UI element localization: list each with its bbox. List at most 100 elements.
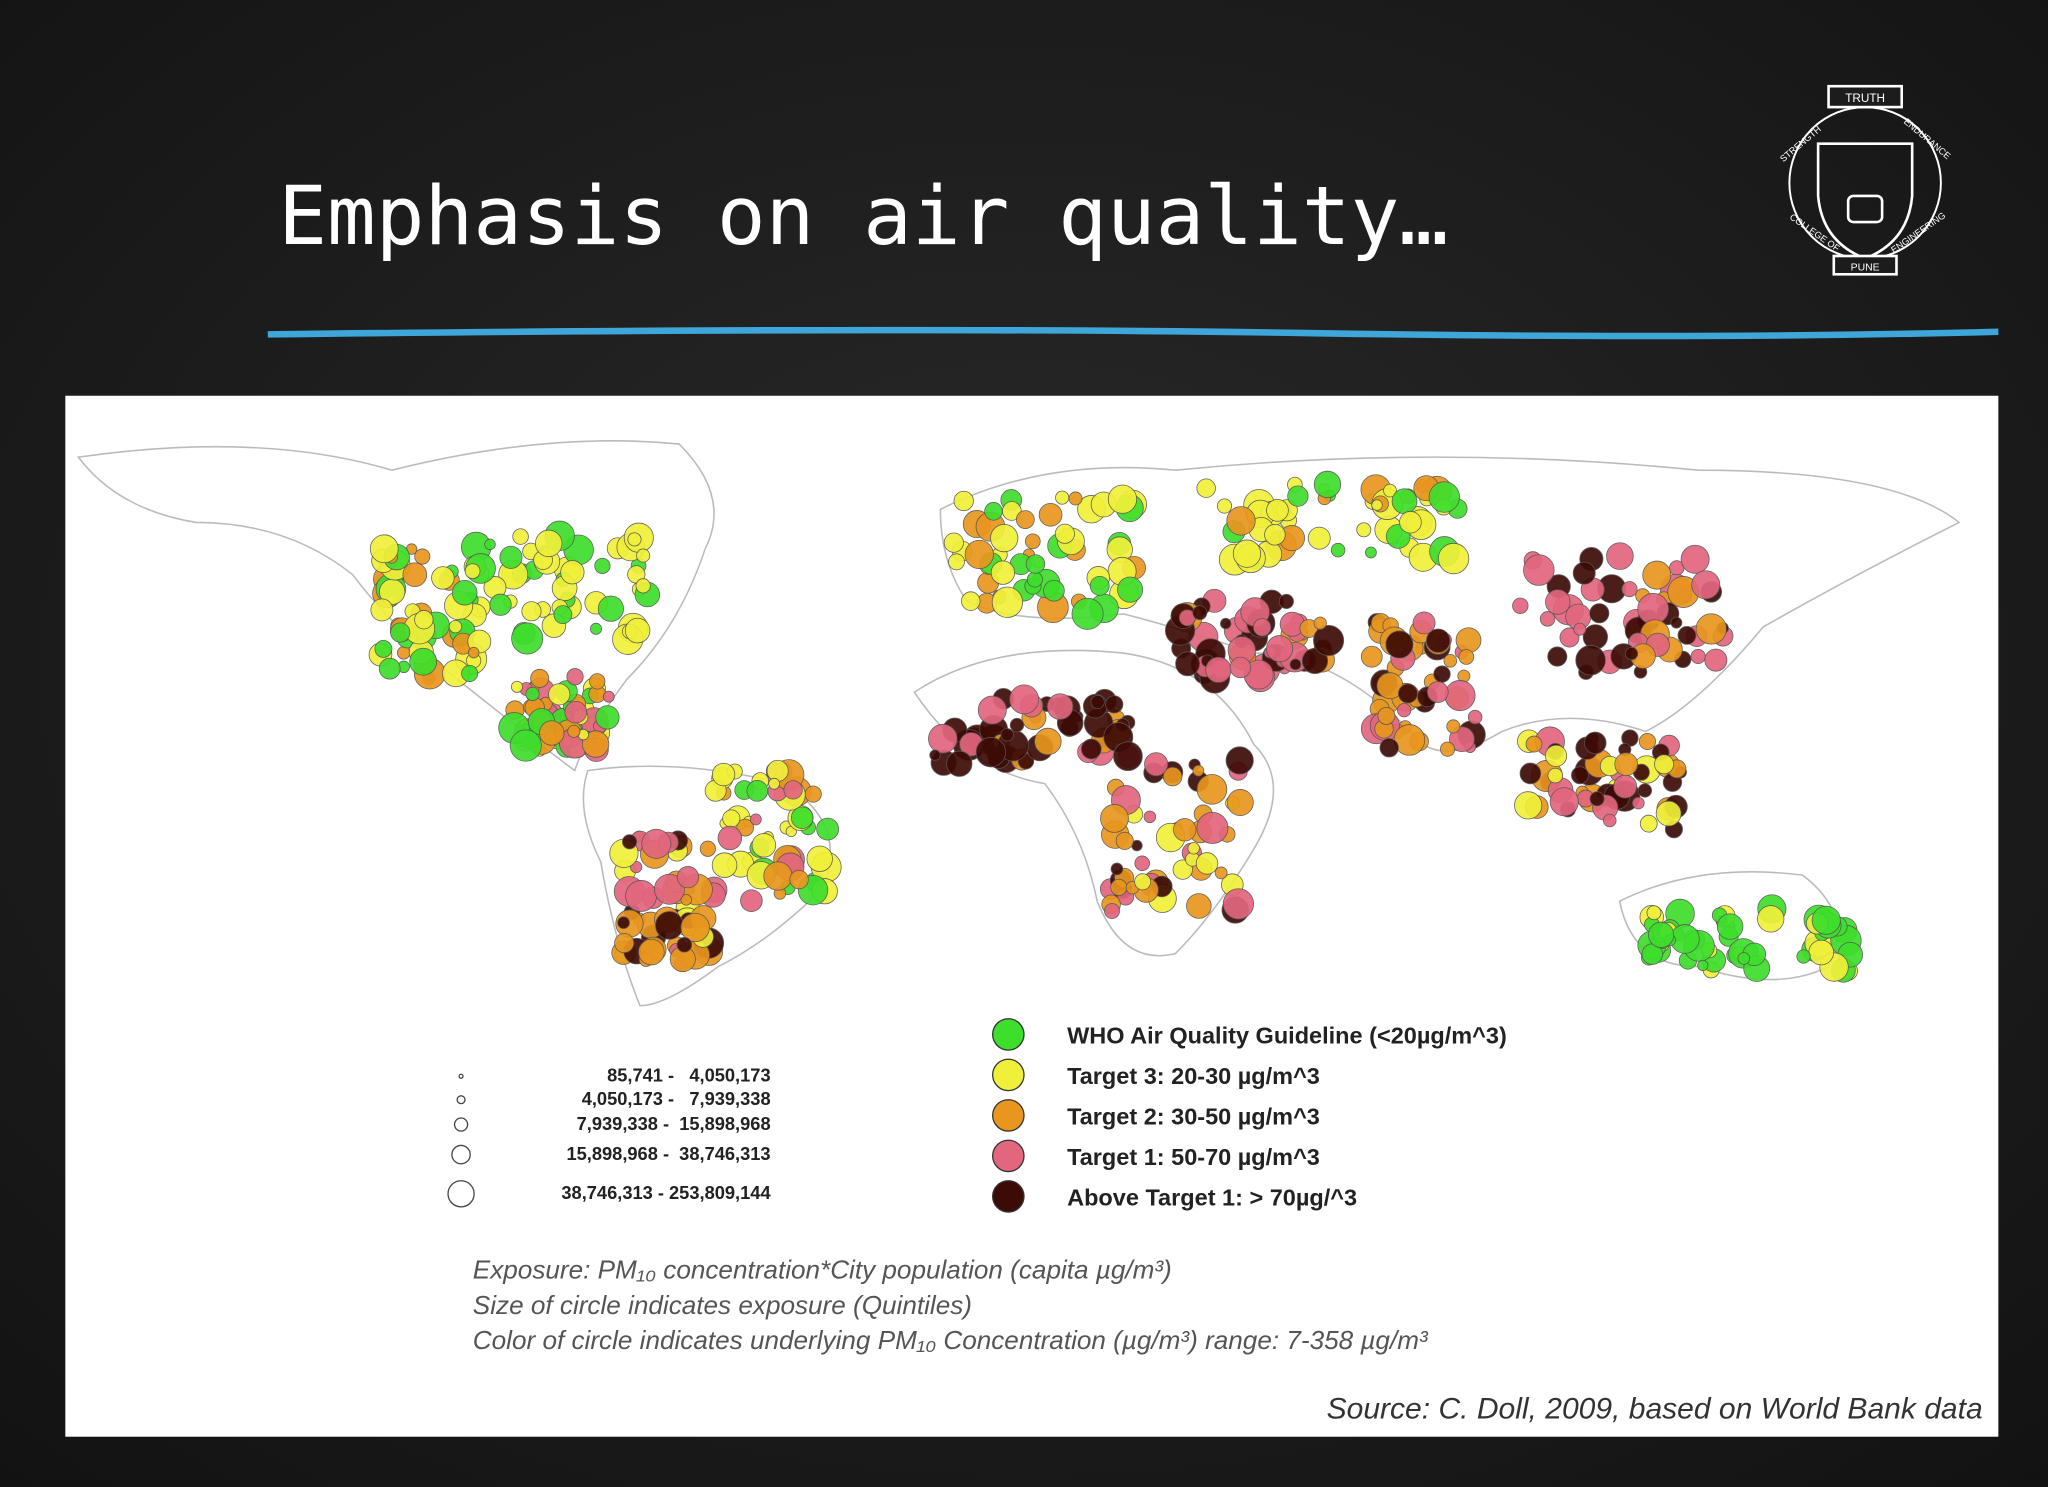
city-marker	[1330, 542, 1346, 558]
city-marker	[749, 813, 762, 826]
city-marker	[1226, 789, 1254, 816]
city-marker	[1134, 873, 1152, 891]
size-label: 7,939,338 - 15,898,968	[577, 1113, 771, 1134]
city-marker	[1110, 878, 1128, 896]
size-label: 85,741 - 4,050,173	[607, 1064, 771, 1085]
city-marker	[511, 622, 544, 655]
city-marker	[530, 668, 550, 688]
city-marker	[1811, 905, 1841, 935]
city-marker	[1547, 767, 1564, 784]
city-marker	[789, 869, 809, 890]
city-marker	[1107, 484, 1138, 514]
city-marker	[746, 780, 769, 802]
city-marker	[984, 502, 1003, 521]
city-marker	[467, 646, 480, 659]
city-marker	[617, 916, 630, 930]
color-legend: WHO Air Quality Guideline (<20µg/m^3) Tar…	[992, 1018, 1507, 1213]
city-marker	[1054, 523, 1075, 544]
city-marker	[816, 817, 840, 841]
color-label: Target 2: 30-50 µg/m^3	[1067, 1104, 1320, 1130]
city-marker	[1539, 611, 1556, 627]
city-marker	[1697, 959, 1709, 972]
city-marker	[1232, 539, 1262, 568]
city-marker	[804, 785, 822, 803]
size-swatch	[458, 1073, 464, 1079]
city-marker	[510, 680, 524, 693]
city-marker	[680, 894, 693, 906]
city-marker	[1110, 862, 1124, 876]
city-marker	[1192, 605, 1208, 621]
city-marker	[1356, 522, 1372, 538]
city-marker	[1638, 732, 1656, 751]
city-marker	[1186, 893, 1212, 919]
city-marker	[977, 695, 1007, 725]
city-marker	[654, 873, 685, 905]
city-marker	[564, 700, 588, 724]
city-marker	[1038, 502, 1063, 527]
city-marker	[1545, 744, 1568, 767]
color-label: Target 1: 50-70 µg/m^3	[1067, 1144, 1320, 1170]
city-marker	[763, 861, 793, 891]
city-marker	[1225, 746, 1254, 775]
city-marker	[1519, 762, 1542, 785]
city-marker	[1677, 626, 1697, 645]
city-marker	[1444, 680, 1476, 712]
city-marker	[1412, 611, 1436, 635]
color-swatch	[992, 1099, 1025, 1132]
source: Source: C. Doll, 2009, based on World Ba…	[1327, 1392, 1983, 1425]
city-marker	[783, 780, 803, 800]
size-swatch	[453, 1117, 469, 1132]
city-marker	[1313, 616, 1327, 630]
eurasia	[939, 456, 1961, 752]
city-marker	[790, 806, 814, 829]
city-marker	[566, 668, 584, 686]
city-marker	[512, 528, 529, 545]
city-marker	[1105, 695, 1124, 714]
city-marker	[431, 566, 455, 590]
city-markers	[368, 470, 1864, 983]
city-marker	[1196, 478, 1216, 498]
city-marker	[1278, 593, 1294, 609]
city-marker	[676, 936, 693, 953]
city-marker	[409, 647, 438, 676]
city-marker	[1046, 693, 1074, 720]
city-marker	[1439, 741, 1456, 757]
city-marker	[1289, 658, 1302, 671]
city-marker	[581, 730, 610, 758]
city-marker	[378, 657, 401, 680]
city-marker	[1704, 648, 1728, 672]
size-label: 4,050,173 - 7,939,338	[582, 1088, 771, 1109]
city-marker	[597, 595, 624, 622]
city-marker	[1071, 597, 1104, 630]
city-marker	[1654, 754, 1674, 775]
city-marker	[638, 938, 665, 966]
city-marker	[1383, 483, 1397, 498]
city-marker	[948, 553, 965, 571]
city-marker	[1100, 804, 1129, 833]
city-marker	[1025, 554, 1046, 574]
city-marker	[1307, 526, 1331, 550]
city-marker	[414, 610, 434, 630]
city-marker	[635, 578, 651, 594]
city-marker	[1391, 488, 1418, 514]
city-marker	[1621, 581, 1638, 598]
city-marker	[1642, 560, 1672, 590]
city-marker	[1175, 651, 1200, 677]
city-marker	[1144, 752, 1169, 777]
city-marker	[1196, 811, 1229, 844]
city-marker	[990, 560, 1016, 585]
city-marker	[1632, 796, 1645, 810]
city-marker	[1117, 576, 1144, 603]
city-marker	[1433, 665, 1451, 683]
city-marker	[1680, 544, 1710, 574]
city-marker	[768, 777, 780, 790]
city-marker	[1549, 787, 1579, 817]
city-marker	[1648, 921, 1675, 948]
north-america	[76, 440, 715, 772]
city-marker	[1313, 470, 1342, 499]
color-label: WHO Air Quality Guideline (<20µg/m^3)	[1067, 1023, 1507, 1049]
city-marker	[964, 539, 994, 570]
city-marker	[525, 686, 540, 702]
city-marker	[1398, 683, 1418, 704]
